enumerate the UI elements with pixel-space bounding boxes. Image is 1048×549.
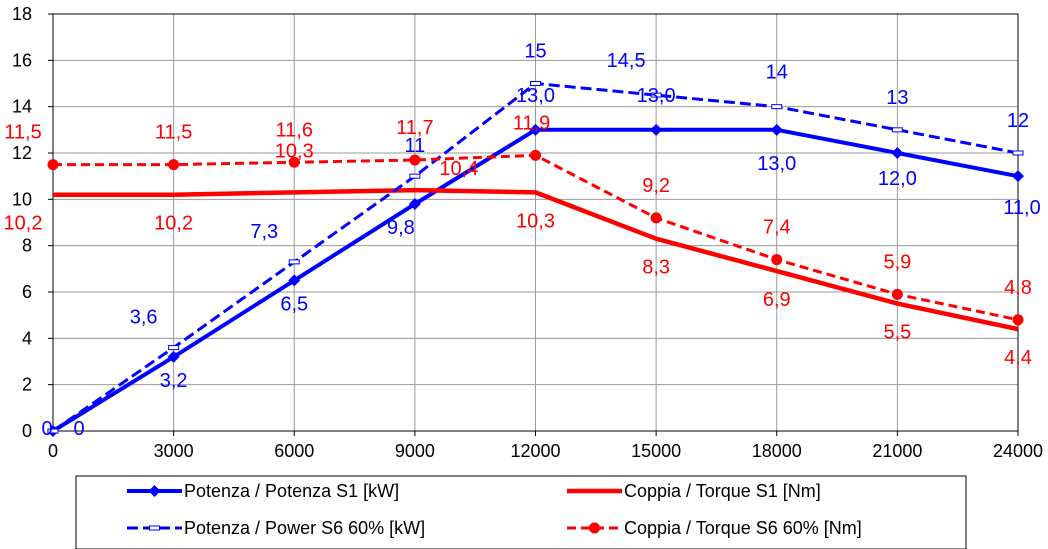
data-point — [168, 159, 180, 171]
data-label: 10,4 — [439, 158, 478, 180]
data-label: 11,9 — [513, 112, 550, 134]
data-point — [1012, 150, 1024, 156]
data-point — [530, 81, 541, 86]
data-label: 9,2 — [642, 175, 670, 197]
data-point — [409, 173, 421, 179]
legend-box — [75, 475, 967, 549]
data-label: 11,7 — [396, 117, 433, 139]
data-label: 13,0 — [757, 153, 796, 175]
data-label: 12 — [1007, 110, 1029, 132]
data-label: 3,6 — [130, 307, 158, 329]
y-tick-label: 18 — [12, 4, 32, 24]
data-label: 6,9 — [763, 289, 791, 311]
x-axis: 0 3000 6000 9000 12000 15000 18000 21000 24000 — [48, 431, 1043, 461]
data-point — [650, 92, 662, 98]
legend-marker — [149, 525, 160, 531]
y-axis: 0 2 4 6 8 10 12 14 16 18 — [12, 4, 53, 441]
data-point — [891, 147, 904, 159]
x-tick-label: 0 — [48, 441, 58, 461]
data-label: 13,0 — [516, 85, 555, 107]
data-point — [650, 212, 662, 224]
data-point — [891, 127, 903, 133]
data-point — [771, 104, 783, 110]
data-label: 14 — [766, 62, 788, 84]
data-point — [771, 254, 783, 266]
data-label: 0 — [41, 418, 52, 440]
x-tick-label: 9000 — [395, 441, 435, 461]
x-tick-label: 21000 — [872, 441, 922, 461]
legend-label: Potenza / Power S6 60% [kW] — [184, 518, 425, 538]
y-tick-label: 0 — [22, 421, 32, 441]
data-label: 11 — [404, 135, 425, 157]
legend: Potenza / Potenza S1 [kW] Coppia / Torque… — [75, 475, 967, 549]
data-point — [288, 259, 300, 265]
series-line — [53, 187, 1019, 332]
data-point — [167, 350, 180, 363]
data-label: 3,2 — [160, 370, 188, 392]
data-point — [770, 123, 783, 136]
legend-label: Potenza / Potenza S1 [kW] — [184, 481, 399, 501]
data-point — [168, 345, 180, 351]
data-label: 13,0 — [637, 85, 676, 107]
data-point — [288, 274, 301, 287]
data-label: 11,5 — [4, 122, 41, 144]
data-label: 7,3 — [250, 221, 278, 243]
data-point — [288, 156, 300, 168]
data-label: 10,2 — [154, 213, 193, 235]
data-point — [1012, 314, 1024, 326]
data-label: 6,5 — [280, 293, 308, 315]
y-tick-label: 12 — [12, 143, 32, 163]
data-label: 11,0 — [1003, 197, 1040, 219]
x-tick-label: 12000 — [510, 441, 560, 461]
y-tick-label: 10 — [12, 189, 32, 209]
x-tick-label: 18000 — [752, 441, 802, 461]
data-label: 8,3 — [642, 257, 670, 279]
data-label: 14,5 — [607, 50, 646, 72]
y-tick-label: 8 — [22, 236, 32, 256]
y-tick-label: 6 — [22, 282, 32, 302]
x-tick-label: 3000 — [154, 441, 194, 461]
legend-marker — [148, 485, 161, 497]
data-label: 5,5 — [883, 322, 911, 344]
data-label: 4,8 — [1004, 277, 1032, 299]
data-label: 11,6 — [276, 119, 313, 141]
data-label: 13 — [886, 87, 908, 109]
legend-marker — [589, 522, 600, 534]
data-label: 10,3 — [275, 140, 314, 162]
data-label: 7,4 — [763, 217, 791, 239]
data-label: 11,5 — [155, 122, 192, 144]
data-labels: 0 3,2 6,5 9,8 13,0 13,0 13,0 12,0 11,0 10,2 10,2 10… — [4, 41, 1041, 441]
data-point — [409, 154, 421, 166]
data-point — [891, 288, 903, 300]
data-label: 12,0 — [878, 168, 917, 190]
data-point — [529, 123, 542, 136]
y-tick-label: 16 — [12, 50, 32, 70]
data-point — [47, 159, 59, 171]
legend-label: Coppia / Torque S6 60% [Nm] — [624, 518, 862, 538]
data-point — [408, 197, 421, 210]
data-label: 9,8 — [387, 217, 415, 239]
legend-label: Coppia / Torque S1 [Nm] — [624, 481, 821, 501]
series-markers — [47, 81, 1024, 437]
y-tick-label: 14 — [12, 97, 32, 117]
data-point — [47, 428, 59, 434]
data-label: 15 — [524, 41, 546, 63]
data-label: 0 — [73, 418, 84, 440]
x-tick-label: 24000 — [993, 441, 1043, 461]
data-point — [1012, 170, 1024, 183]
data-label: 10,3 — [516, 210, 555, 232]
data-point — [650, 123, 663, 136]
y-tick-label: 2 — [22, 375, 32, 395]
data-label: 10,2 — [4, 213, 43, 235]
x-tick-label: 6000 — [274, 441, 314, 461]
data-label: 5,9 — [883, 251, 911, 273]
data-label: 4,4 — [1004, 347, 1032, 369]
data-point — [530, 149, 541, 161]
x-tick-label: 15000 — [631, 441, 681, 461]
y-tick-label: 4 — [22, 328, 32, 348]
